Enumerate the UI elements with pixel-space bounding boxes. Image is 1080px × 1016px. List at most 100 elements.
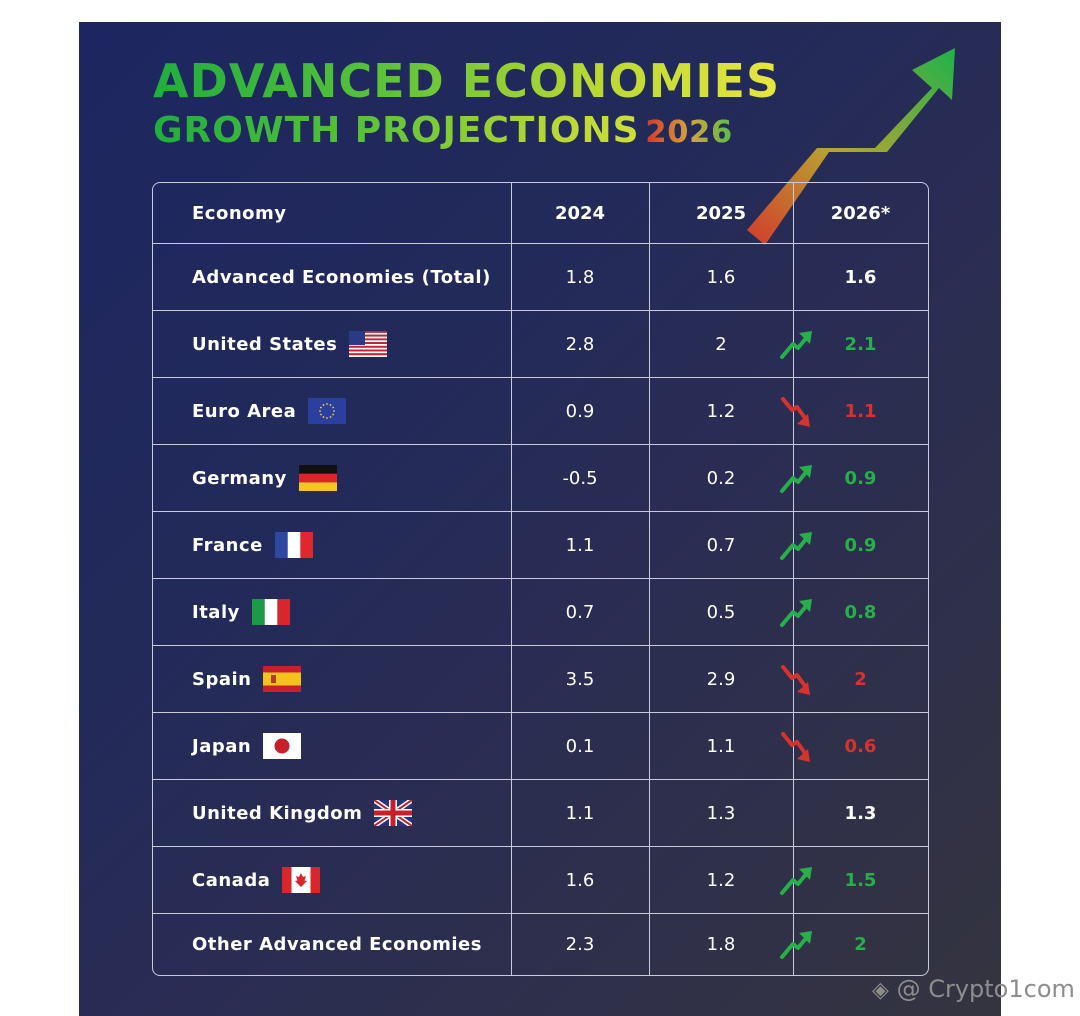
table-header-row: Economy 2024 2025 2026* bbox=[153, 183, 928, 243]
poster: ADVANCED ECONOMIES GROWTH PROJECTIONS 202… bbox=[79, 22, 1001, 1016]
japan-flag-icon bbox=[263, 733, 302, 759]
economy-name: Japan bbox=[192, 735, 252, 757]
value-2026: 1.1 bbox=[844, 400, 877, 422]
economy-name-cell: Japan bbox=[192, 713, 302, 779]
table-row: Italy 0.7 0.5 0.8 bbox=[153, 578, 928, 645]
trend-down-arrow-icon bbox=[779, 729, 815, 765]
spain-flag-icon bbox=[263, 666, 302, 692]
value-2024: 2.8 bbox=[565, 333, 595, 355]
title-line-1: ADVANCED ECONOMIES bbox=[153, 54, 781, 108]
germany-flag-icon bbox=[298, 465, 337, 491]
value-2024: 0.9 bbox=[565, 400, 595, 422]
title-year: 2026 bbox=[645, 115, 734, 150]
value-2024: 0.7 bbox=[565, 601, 595, 623]
value-2026: 0.6 bbox=[844, 735, 877, 757]
trend-up-arrow-icon bbox=[779, 927, 815, 963]
table-row: Spain 3.5 2.9 2 bbox=[153, 645, 928, 712]
table-row: Other Advanced Economies 2.3 1.8 2 bbox=[153, 913, 928, 975]
projections-table: Economy 2024 2025 2026* Advanced Economies (… bbox=[152, 182, 929, 976]
growth-arrow-icon bbox=[747, 48, 955, 245]
value-2025: 0.5 bbox=[706, 601, 736, 623]
value-2025: 2 bbox=[715, 333, 727, 355]
economy-name-cell: United States bbox=[192, 311, 388, 377]
watermark: ◈ @ Crypto1com bbox=[872, 975, 1075, 1003]
value-2024: 1.6 bbox=[565, 869, 595, 891]
economy-name: Advanced Economies (Total) bbox=[192, 266, 491, 288]
header-economy: Economy bbox=[192, 202, 287, 224]
value-2025: 2.9 bbox=[706, 668, 736, 690]
trend-up-arrow-icon bbox=[779, 461, 815, 497]
economy-name-cell: United Kingdom bbox=[192, 780, 413, 846]
value-2026: 2 bbox=[854, 934, 867, 955]
table-row: Germany -0.5 0.2 0.9 bbox=[153, 444, 928, 511]
economy-name: United Kingdom bbox=[192, 802, 363, 824]
header-2025: 2025 bbox=[695, 202, 747, 224]
value-2026: 2.1 bbox=[844, 333, 877, 355]
economy-name: Germany bbox=[192, 467, 287, 489]
economy-name: United States bbox=[192, 333, 338, 355]
value-2025: 1.2 bbox=[706, 400, 736, 422]
table-row: Japan 0.1 1.1 0.6 bbox=[153, 712, 928, 779]
value-2024: -0.5 bbox=[562, 467, 598, 489]
economy-name: Euro Area bbox=[192, 400, 297, 422]
economy-name-cell: France bbox=[192, 512, 313, 578]
table-row: United States 2.8 2 2.1 bbox=[153, 310, 928, 377]
value-2025: 1.6 bbox=[706, 266, 736, 288]
value-2026: 1.3 bbox=[844, 802, 877, 824]
trend-down-arrow-icon bbox=[779, 394, 815, 430]
value-2025: 1.3 bbox=[706, 802, 736, 824]
table-row: United Kingdom 1.1 1.3 1.3 bbox=[153, 779, 928, 846]
economy-name: Spain bbox=[192, 668, 252, 690]
economy-name: Canada bbox=[192, 869, 271, 891]
binance-logo-icon: ◈ bbox=[872, 978, 889, 1003]
economy-name: Italy bbox=[192, 601, 240, 623]
economy-name: France bbox=[192, 534, 263, 556]
france-flag-icon bbox=[274, 532, 313, 558]
value-2024: 0.1 bbox=[565, 735, 595, 757]
uk-flag-icon bbox=[374, 800, 413, 826]
italy-flag-icon bbox=[251, 599, 290, 625]
economy-name-cell: Advanced Economies (Total) bbox=[192, 244, 491, 310]
value-2024: 2.3 bbox=[565, 934, 595, 955]
table-row: Advanced Economies (Total) 1.8 1.6 1.6 bbox=[153, 243, 928, 310]
value-2025: 0.7 bbox=[706, 534, 736, 556]
value-2025: 1.1 bbox=[706, 735, 736, 757]
economy-name-cell: Italy bbox=[192, 579, 290, 645]
economy-name-cell: Other Advanced Economies bbox=[192, 914, 482, 975]
value-2025: 1.2 bbox=[706, 869, 736, 891]
value-2026: 0.9 bbox=[844, 534, 877, 556]
us-flag-icon bbox=[349, 331, 388, 357]
trend-up-arrow-icon bbox=[779, 595, 815, 631]
trend-down-arrow-icon bbox=[779, 662, 815, 698]
trend-up-arrow-icon bbox=[779, 528, 815, 564]
economy-name-cell: Germany bbox=[192, 445, 337, 511]
economy-name: Other Advanced Economies bbox=[192, 934, 482, 955]
value-2026: 1.6 bbox=[844, 266, 877, 288]
value-2025: 0.2 bbox=[706, 467, 736, 489]
value-2026: 0.9 bbox=[844, 467, 877, 489]
title-line-2-text: GROWTH PROJECTIONS bbox=[153, 110, 640, 151]
table-row: Canada 1.6 1.2 1.5 bbox=[153, 846, 928, 913]
value-2026: 1.5 bbox=[844, 869, 877, 891]
title-line-2: GROWTH PROJECTIONS 2026 bbox=[153, 110, 733, 151]
trend-up-arrow-icon bbox=[779, 863, 815, 899]
table-row: France 1.1 0.7 0.9 bbox=[153, 511, 928, 578]
header-2026: 2026* bbox=[830, 202, 891, 224]
watermark-text: @ Crypto1com bbox=[896, 975, 1075, 1003]
canada-flag-icon bbox=[282, 867, 321, 893]
value-2026: 2 bbox=[854, 668, 867, 690]
value-2025: 1.8 bbox=[706, 934, 736, 955]
column-divider bbox=[793, 183, 794, 975]
economy-name-cell: Spain bbox=[192, 646, 302, 712]
economy-name-cell: Canada bbox=[192, 847, 321, 913]
value-2024: 1.1 bbox=[565, 802, 595, 824]
eu-flag-icon bbox=[308, 398, 347, 424]
column-divider bbox=[649, 183, 650, 975]
table-row: Euro Area 0.9 1.2 1.1 bbox=[153, 377, 928, 444]
economy-name-cell: Euro Area bbox=[192, 378, 347, 444]
value-2024: 1.8 bbox=[565, 266, 595, 288]
column-divider bbox=[511, 183, 512, 975]
value-2026: 0.8 bbox=[844, 601, 877, 623]
trend-up-arrow-icon bbox=[779, 327, 815, 363]
value-2024: 3.5 bbox=[565, 668, 595, 690]
